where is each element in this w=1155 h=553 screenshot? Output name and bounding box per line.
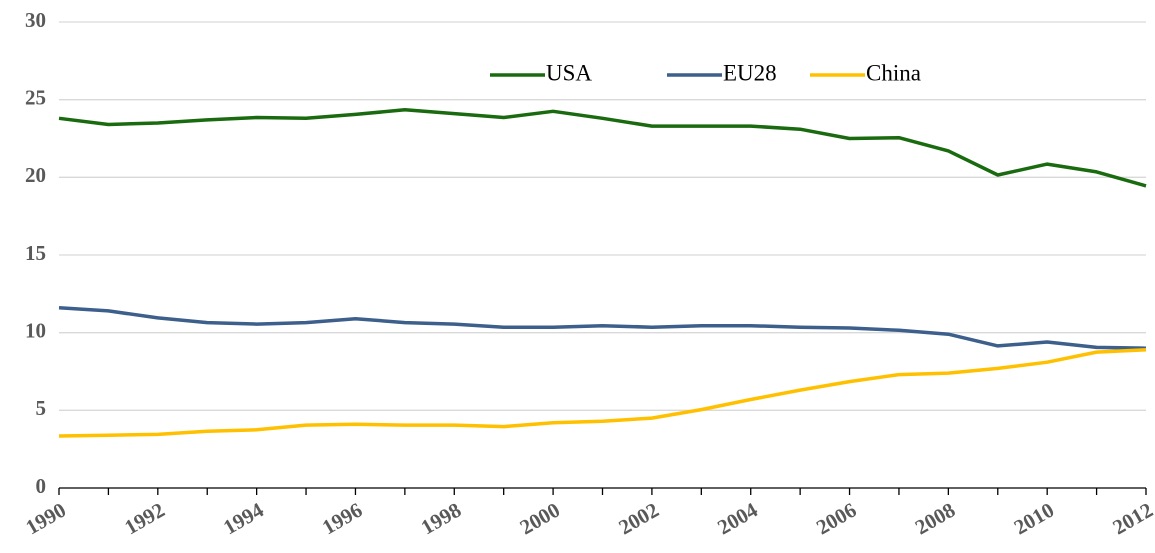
legend-label: USA	[546, 60, 592, 85]
y-tick-label: 10	[25, 318, 46, 342]
y-tick-label: 0	[36, 474, 47, 498]
x-tick-label: 2002	[614, 498, 662, 540]
x-tick-label: 2010	[1010, 498, 1058, 540]
x-tick-label: 1998	[417, 498, 465, 540]
x-tick-label: 1994	[219, 497, 268, 539]
series-line	[58, 348, 1147, 438]
x-tick-label: 1990	[22, 498, 70, 540]
series-line	[58, 306, 1147, 350]
x-tick-label: 1996	[318, 498, 366, 540]
legend-label: EU28	[723, 60, 777, 85]
y-tick-label: 5	[36, 396, 47, 420]
series-line	[58, 108, 1147, 188]
y-tick-label: 20	[25, 163, 46, 187]
y-tick-label: 25	[25, 85, 46, 109]
x-tick-label: 2000	[516, 498, 564, 540]
x-tick-label: 2004	[713, 497, 762, 539]
y-tick-label: 15	[25, 241, 46, 265]
x-tick-label: 2006	[812, 498, 860, 540]
x-tick-label: 2008	[911, 498, 959, 540]
x-tick-label: 2012	[1109, 498, 1155, 540]
y-tick-label: 30	[25, 8, 46, 32]
legend-label: China	[866, 60, 921, 85]
x-tick-label: 1992	[120, 498, 168, 540]
